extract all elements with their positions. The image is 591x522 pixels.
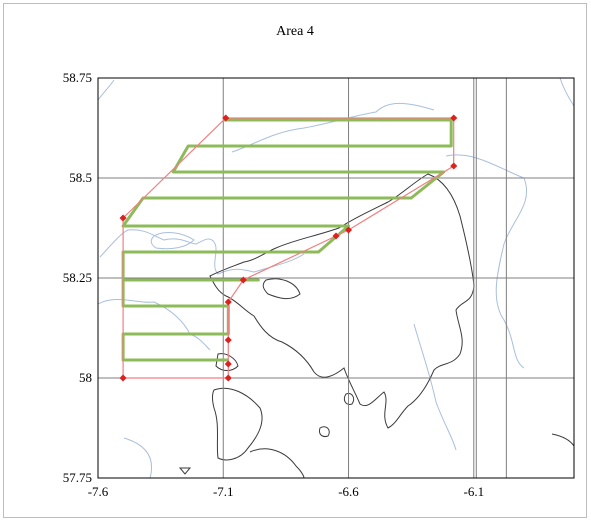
- chart-title: Area 4: [276, 24, 314, 39]
- depth-contour-east: [445, 154, 527, 369]
- y-tick-label: 57.75: [63, 470, 92, 485]
- boundary-vertex-9: [224, 336, 232, 344]
- boundary-vertex-3: [450, 114, 458, 122]
- depth-contour-northeast: [559, 77, 575, 107]
- coastline-island-4: [215, 353, 239, 371]
- x-tick-label: -7.1: [213, 484, 234, 499]
- coastline-island-1: [262, 278, 301, 300]
- depth-contour-south: [123, 437, 152, 479]
- coastline-island-2: [212, 387, 263, 461]
- x-tick-label: -6.1: [463, 484, 484, 499]
- boundary-vertex-7: [239, 276, 247, 284]
- boundary-vertex-6: [332, 232, 340, 240]
- coastline-islet: [178, 467, 192, 475]
- y-tick-label: 58: [79, 370, 92, 385]
- depth-contour-west: [99, 229, 305, 275]
- plot-border: [97, 77, 575, 479]
- boundary-vertex-10: [224, 360, 232, 368]
- x-tick-label: -7.6: [88, 484, 109, 499]
- x-axis-ticks: -7.6 -7.1 -6.6 -6.1: [88, 484, 484, 499]
- coastline-island-6: [343, 393, 355, 405]
- y-tick-label: 58.75: [63, 70, 92, 85]
- coastline-southeast: [551, 433, 575, 447]
- coastline-island-3: [249, 448, 305, 479]
- y-tick-label: 58.5: [69, 170, 92, 185]
- boundary-vertex-11: [224, 374, 232, 382]
- depth-contour-island: [150, 232, 195, 250]
- boundary-vertex-4: [450, 162, 458, 170]
- y-axis-ticks: 57.75 58 58.25 58.5 58.75: [63, 70, 92, 485]
- depth-contour-northwest: [97, 79, 115, 101]
- plot-area: [97, 77, 575, 479]
- coastline-island-5: [319, 426, 330, 437]
- boundary-vertex-2: [222, 114, 230, 122]
- boundary-vertex-8: [224, 298, 232, 306]
- boundary-vertex-1: [119, 214, 127, 222]
- boundary-vertices: [119, 114, 458, 382]
- depth-contour-southwest: [97, 299, 211, 351]
- boundary-vertex-5: [344, 226, 353, 234]
- boundary-vertex-0: [119, 374, 127, 382]
- y-tick-label: 58.25: [63, 270, 92, 285]
- chart-frame: Area 4: [3, 3, 587, 518]
- area-chart: Area 4: [63, 24, 575, 499]
- x-tick-label: -6.6: [338, 484, 359, 499]
- depth-contour-southeast: [413, 323, 457, 451]
